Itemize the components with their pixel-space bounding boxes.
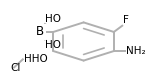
Text: B: B — [36, 25, 45, 38]
Text: Cl: Cl — [11, 63, 21, 73]
Text: HO: HO — [45, 14, 61, 24]
Text: NH₂: NH₂ — [126, 46, 145, 56]
Text: HHO: HHO — [24, 54, 47, 63]
Text: HO: HO — [45, 40, 61, 50]
Text: F: F — [123, 15, 129, 25]
